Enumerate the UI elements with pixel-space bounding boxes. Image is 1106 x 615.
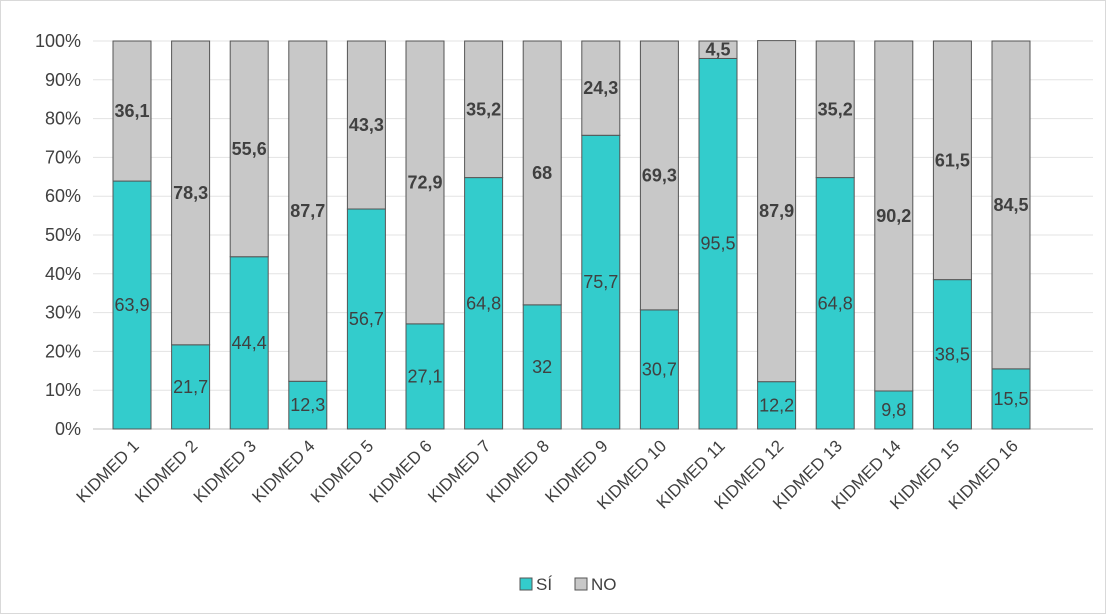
data-label-no: 61,5 <box>935 150 970 170</box>
bar-no <box>464 40 504 179</box>
bar-no <box>815 40 855 179</box>
x-tick-label: KIDMED 2 <box>131 436 201 506</box>
bar-si <box>171 344 211 430</box>
data-label-si: 32 <box>532 357 552 377</box>
data-label-si: 12,3 <box>290 395 325 415</box>
data-label-no: 55,6 <box>232 139 267 159</box>
data-label-no: 35,2 <box>466 99 501 119</box>
y-tick-label: 90% <box>45 70 81 90</box>
bar-no <box>874 40 914 392</box>
bar-no <box>581 40 621 136</box>
data-label-no: 87,7 <box>290 201 325 221</box>
data-label-no: 43,3 <box>349 115 384 135</box>
bar-no <box>522 40 562 306</box>
data-label-si: 21,7 <box>173 377 208 397</box>
x-tick-label: KIDMED 5 <box>307 436 377 506</box>
bar-no <box>229 40 269 258</box>
data-label-si: 12,2 <box>759 395 794 415</box>
data-label-no: 35,2 <box>818 99 853 119</box>
data-label-no: 84,5 <box>993 195 1028 215</box>
y-tick-label: 100% <box>35 31 81 51</box>
bar-no <box>757 40 797 383</box>
x-tick-label: KIDMED 1 <box>73 436 143 506</box>
data-label-no: 69,3 <box>642 165 677 185</box>
bar-si <box>112 180 152 430</box>
data-label-si: 64,8 <box>466 293 501 313</box>
y-tick-label: 80% <box>45 109 81 129</box>
data-label-si: 95,5 <box>700 234 735 254</box>
data-label-si: 9,8 <box>881 400 906 420</box>
bar-no <box>639 40 679 311</box>
legend-swatch-si <box>519 577 533 591</box>
y-tick-label: 60% <box>45 186 81 206</box>
data-label-si: 30,7 <box>642 359 677 379</box>
legend-label-no: NO <box>591 575 617 594</box>
data-label-no: 72,9 <box>407 172 442 192</box>
bar-no <box>112 40 152 182</box>
bar-no <box>346 40 386 210</box>
data-label-si: 44,4 <box>232 333 267 353</box>
x-tick-label: KIDMED 7 <box>424 436 494 506</box>
data-label-si: 75,7 <box>583 272 618 292</box>
data-label-si: 63,9 <box>114 295 149 315</box>
x-tick-label: KIDMED 8 <box>483 436 553 506</box>
x-tick-label: KIDMED 3 <box>190 436 260 506</box>
data-label-si: 38,5 <box>935 344 970 364</box>
y-tick-label: 70% <box>45 147 81 167</box>
x-tick-label: KIDMED 6 <box>366 436 436 506</box>
bar-si <box>522 304 562 430</box>
data-label-no: 24,3 <box>583 78 618 98</box>
data-label-no: 78,3 <box>173 183 208 203</box>
data-label-no: 4,5 <box>705 40 730 60</box>
bar-si <box>932 279 972 430</box>
bar-no <box>932 40 972 281</box>
bar-si <box>405 323 445 430</box>
data-label-si: 56,7 <box>349 309 384 329</box>
bar-si <box>698 57 738 430</box>
data-label-si: 15,5 <box>993 389 1028 409</box>
bar-si <box>815 177 855 430</box>
bar-no <box>288 40 328 382</box>
y-tick-label: 20% <box>45 341 81 361</box>
bar-no <box>698 40 738 59</box>
data-label-no: 36,1 <box>114 101 149 121</box>
bar-si <box>464 177 504 430</box>
data-label-si: 27,1 <box>407 366 442 386</box>
y-tick-label: 0% <box>55 419 81 439</box>
y-tick-label: 10% <box>45 380 81 400</box>
bar-si <box>346 208 386 430</box>
y-tick-label: 50% <box>45 225 81 245</box>
y-tick-label: 30% <box>45 303 81 323</box>
data-label-no: 68 <box>532 163 552 183</box>
legend-swatch-no <box>574 577 588 591</box>
data-label-no: 87,9 <box>759 201 794 221</box>
legend-label-si: SÍ <box>536 575 552 594</box>
bar-si <box>874 390 914 430</box>
bar-no <box>171 40 211 346</box>
bar-no <box>405 40 445 325</box>
y-tick-label: 40% <box>45 264 81 284</box>
data-label-si: 64,8 <box>818 293 853 313</box>
data-label-no: 90,2 <box>876 206 911 226</box>
bar-no <box>991 40 1031 370</box>
bar-si <box>639 309 679 430</box>
bar-si <box>757 381 797 430</box>
bar-si <box>229 256 269 430</box>
x-tick-label: KIDMED 4 <box>248 436 318 506</box>
